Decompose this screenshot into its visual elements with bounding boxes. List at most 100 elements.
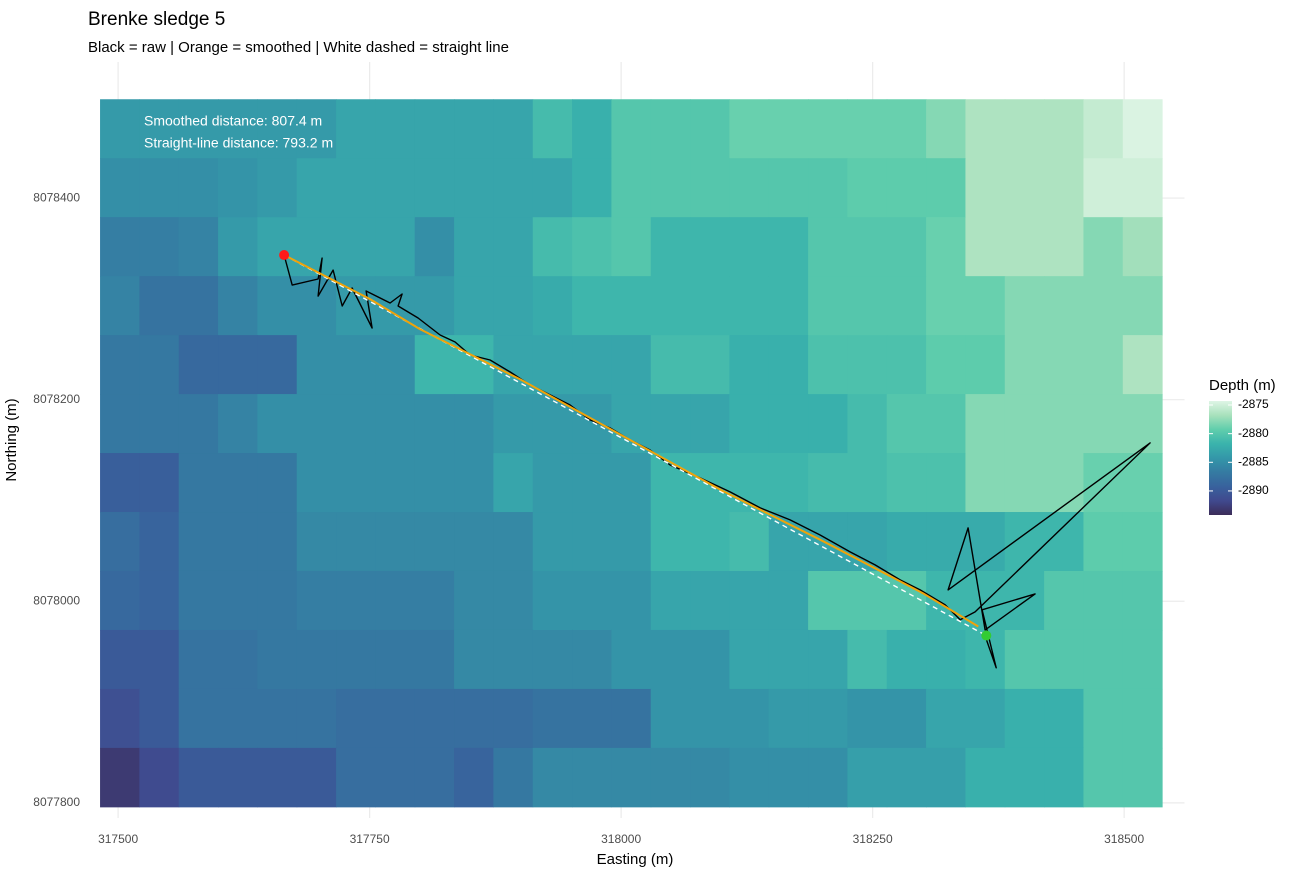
depth-cell (690, 335, 730, 395)
depth-cell (886, 276, 927, 336)
depth-cell (1004, 629, 1045, 690)
depth-cell (1004, 512, 1045, 572)
depth-cell (375, 570, 416, 631)
depth-cell (532, 629, 573, 690)
depth-cell (1083, 394, 1124, 454)
depth-cell (532, 217, 573, 277)
depth-cell (336, 747, 376, 808)
depth-cell (414, 747, 455, 808)
depth-cell (650, 570, 691, 631)
depth-cell (847, 394, 888, 454)
depth-cell (336, 629, 376, 690)
depth-cell (414, 276, 455, 336)
depth-cell (572, 453, 612, 513)
depth-cell (218, 217, 258, 277)
depth-cell (650, 688, 691, 749)
y-axis-label: Northing (m) (3, 398, 20, 481)
depth-cell (218, 158, 258, 218)
depth-cell (454, 570, 494, 631)
depth-cell (375, 99, 416, 159)
depth-cell (257, 217, 298, 277)
depth-cell (847, 688, 888, 749)
depth-cell (139, 747, 180, 808)
depth-cell (257, 629, 298, 690)
depth-cell (532, 276, 573, 336)
depth-cell (768, 217, 809, 277)
depth-cell (808, 512, 848, 572)
depth-cell (729, 335, 770, 395)
depth-cell (768, 335, 809, 395)
depth-cell (218, 335, 258, 395)
depth-cell (572, 747, 612, 808)
depth-cell (414, 217, 455, 277)
depth-cell (454, 453, 494, 513)
depth-cell (1004, 276, 1045, 336)
depth-cell (454, 512, 494, 572)
depth-cell (296, 512, 337, 572)
depth-cell (729, 688, 770, 749)
x-axis-label: Easting (m) (597, 851, 674, 868)
depth-cell (690, 99, 730, 159)
depth-cell (729, 394, 770, 454)
depth-cell (139, 453, 180, 513)
depth-cell (965, 512, 1006, 572)
depth-cell (257, 335, 298, 395)
depth-cell (100, 453, 140, 513)
depth-cell (1083, 217, 1124, 277)
depth-cell (926, 688, 966, 749)
depth-cell (650, 747, 691, 808)
depth-cell (532, 747, 573, 808)
depth-cell (100, 335, 140, 395)
depth-cell (454, 629, 494, 690)
depth-cell (1044, 217, 1084, 277)
depth-cell (768, 629, 809, 690)
depth-cell (886, 335, 927, 395)
depth-cell (886, 453, 927, 513)
depth-cell (1122, 570, 1163, 631)
depth-cell (532, 99, 573, 159)
depth-cell (1004, 335, 1045, 395)
depth-cell (296, 629, 337, 690)
depth-cell (611, 512, 652, 572)
depth-cell (414, 453, 455, 513)
depth-cell (178, 629, 219, 690)
depth-cell (1044, 335, 1084, 395)
depth-cell (139, 688, 180, 749)
depth-cell (375, 217, 416, 277)
depth-cell (729, 512, 770, 572)
depth-cell (178, 688, 219, 749)
depth-cell (493, 629, 534, 690)
depth-cell (808, 688, 848, 749)
depth-cell (965, 99, 1006, 159)
depth-cell (257, 688, 298, 749)
depth-cell (572, 512, 612, 572)
depth-cell (336, 688, 376, 749)
depth-cell (1083, 453, 1124, 513)
depth-cell (454, 747, 494, 808)
depth-cell (886, 217, 927, 277)
depth-cell (926, 276, 966, 336)
depth-cell (493, 217, 534, 277)
depth-cell (1044, 158, 1084, 218)
depth-cell (808, 99, 848, 159)
depth-cell (886, 99, 927, 159)
depth-cell (375, 747, 416, 808)
depth-cell (100, 629, 140, 690)
depth-cell (414, 570, 455, 631)
depth-cell (1122, 217, 1163, 277)
depth-cell (768, 453, 809, 513)
track-endpoint (279, 250, 290, 261)
depth-cell (847, 158, 888, 218)
depth-cell (493, 512, 534, 572)
colorbar-tick-label: -2885 (1238, 454, 1269, 468)
depth-cell (493, 276, 534, 336)
depth-cell (493, 394, 534, 454)
depth-cell (965, 217, 1006, 277)
depth-cell (1044, 570, 1084, 631)
depth-cell (1044, 747, 1084, 808)
y-tick-label: 8078400 (33, 190, 80, 204)
depth-cell (100, 158, 140, 218)
depth-cell (100, 570, 140, 631)
depth-cell (139, 158, 180, 218)
depth-cell (926, 629, 966, 690)
